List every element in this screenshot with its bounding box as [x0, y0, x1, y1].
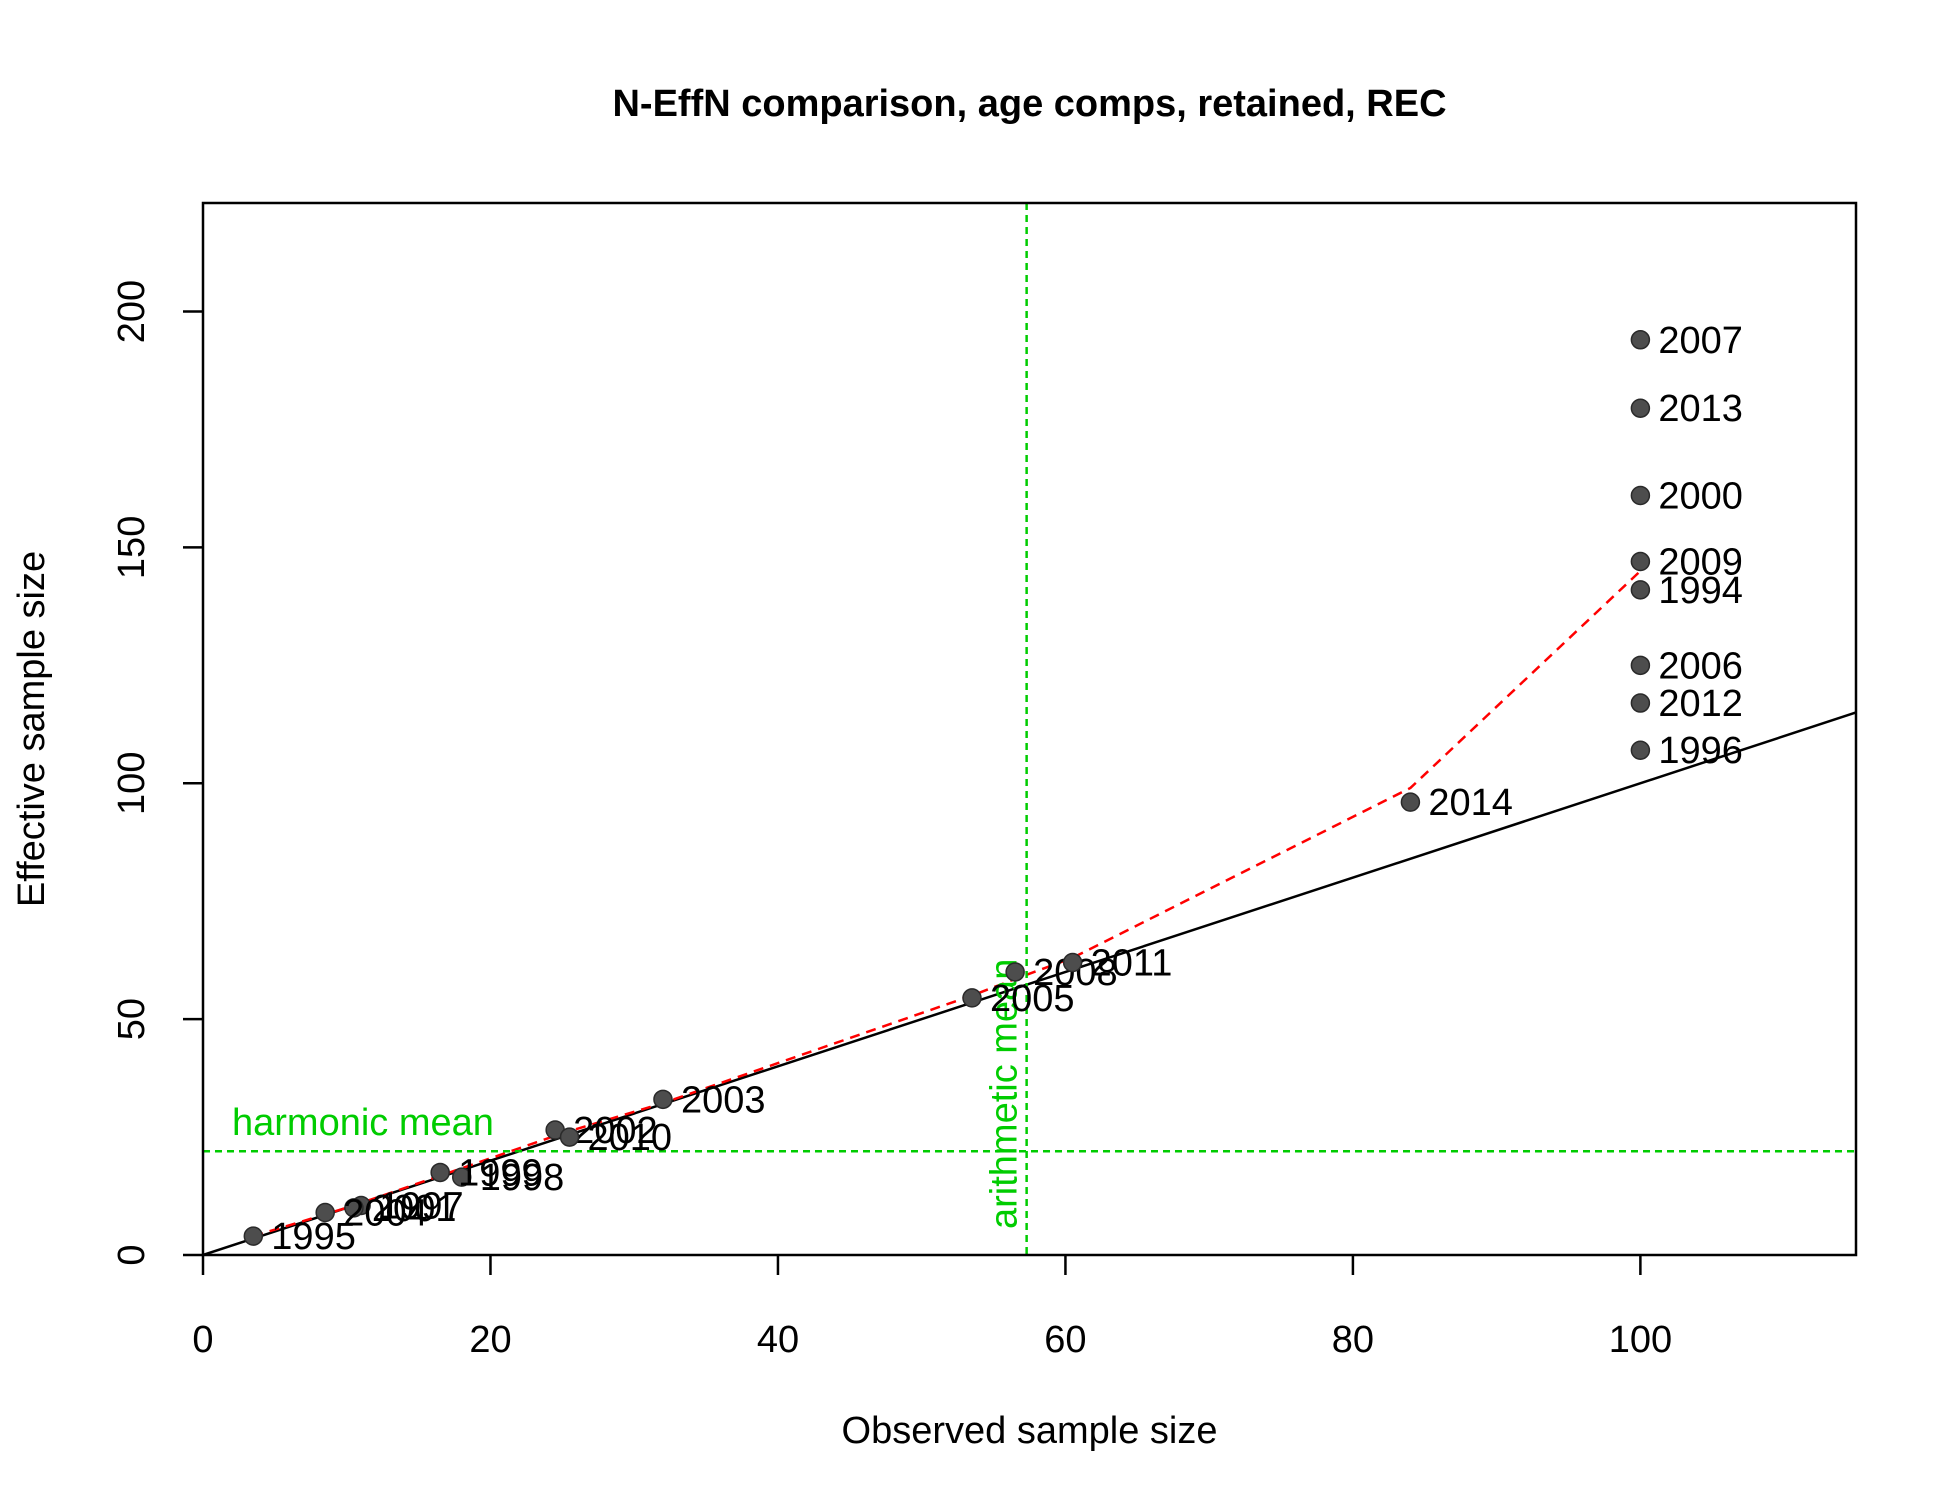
data-point — [243, 1226, 264, 1246]
plot-frame — [201, 201, 1858, 1257]
arithmetic-mean-label: arithmetic mean — [984, 959, 1026, 1229]
point-label: 2007 — [1658, 320, 1743, 362]
data-point — [451, 1167, 472, 1187]
data-point — [1630, 398, 1651, 418]
point-label: 2001 — [372, 1188, 457, 1230]
data-point — [962, 988, 982, 1008]
point-label: 1994 — [1658, 570, 1743, 612]
point-label: 1998 — [480, 1157, 565, 1199]
x-tick-label: 40 — [757, 1319, 799, 1361]
harmonic-mean-label: harmonic mean — [232, 1102, 494, 1144]
point-label: 2003 — [681, 1079, 766, 1121]
data-point — [1630, 740, 1651, 760]
point-label: 2011 — [1091, 943, 1173, 985]
point-label: 1997 — [379, 1185, 464, 1227]
point-label: 2002 — [573, 1110, 658, 1152]
point-label: 2010 — [588, 1117, 673, 1159]
data-point — [559, 1127, 580, 1147]
point-label: 2006 — [1658, 645, 1743, 687]
chart-title: N-EffN comparison, age comps, retained, … — [612, 83, 1446, 125]
data-point — [1630, 551, 1651, 572]
data-point — [430, 1162, 450, 1183]
point-label: 2014 — [1428, 782, 1513, 824]
point-label: 1996 — [1658, 730, 1743, 772]
data-point — [1005, 962, 1025, 982]
point-label: 2005 — [990, 978, 1075, 1020]
data-point — [653, 1089, 673, 1110]
data-point — [1630, 485, 1651, 506]
y-tick-label: 100 — [111, 752, 153, 815]
y-tick-label: 50 — [111, 998, 153, 1040]
point-label: 2012 — [1658, 683, 1743, 725]
x-tick-label: 0 — [192, 1319, 213, 1361]
data-point — [1630, 580, 1651, 600]
point-label: 1999 — [458, 1152, 543, 1194]
y-axis-label: Effective sample size — [11, 551, 53, 907]
point-label: 2013 — [1658, 388, 1743, 430]
data-point — [1630, 330, 1651, 350]
y-tick-label: 150 — [111, 516, 153, 579]
x-tick-label: 20 — [469, 1319, 511, 1361]
point-label: 2004 — [343, 1193, 428, 1235]
point-label: 2009 — [1658, 542, 1743, 584]
x-tick-label: 100 — [1609, 1319, 1672, 1361]
y-tick-label: 200 — [111, 280, 153, 343]
data-point — [1400, 792, 1421, 812]
x-tick-label: 80 — [1332, 1319, 1374, 1361]
point-label: 2000 — [1658, 475, 1743, 517]
point-label: 1995 — [271, 1216, 356, 1258]
data-point — [315, 1202, 335, 1223]
data-point — [1062, 952, 1083, 973]
data-point — [344, 1198, 364, 1218]
x-tick-label: 60 — [1044, 1319, 1086, 1361]
data-point — [1630, 693, 1651, 713]
x-axis-label: Observed sample size — [842, 1410, 1218, 1452]
data-point — [1630, 655, 1651, 676]
plot-inner: harmonic mean arithmetic mean — [203, 203, 1856, 1255]
plot-area: harmonic mean arithmetic mean 1994 1995 1996… — [111, 201, 1858, 1361]
y-tick-label: 0 — [111, 1244, 153, 1265]
one-to-one-line — [203, 711, 1856, 1255]
